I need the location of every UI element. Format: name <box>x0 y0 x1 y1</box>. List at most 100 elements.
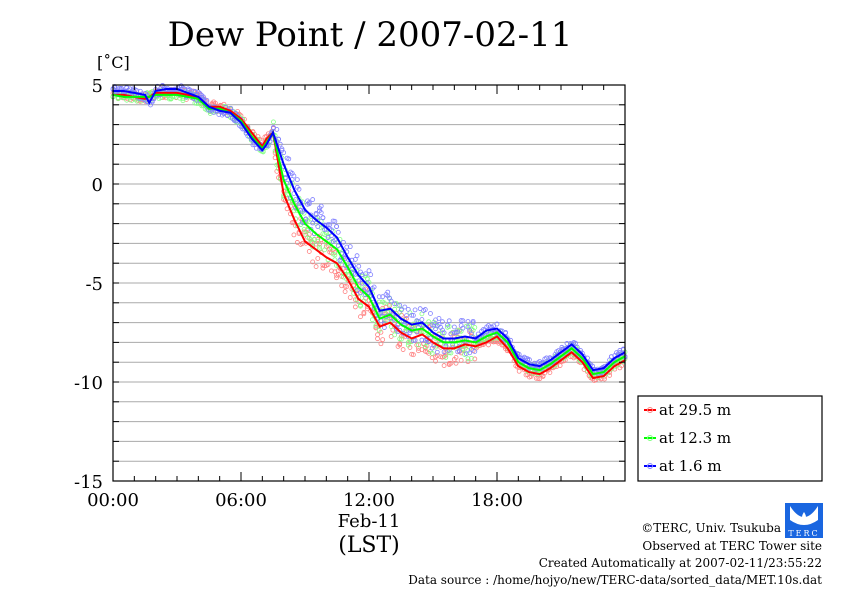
data-point <box>344 244 350 250</box>
data-point <box>274 127 280 132</box>
data-point <box>446 350 452 356</box>
data-point <box>564 341 570 346</box>
data-point <box>439 319 445 325</box>
data-point <box>378 341 384 347</box>
data-point <box>380 337 386 343</box>
data-point <box>124 97 130 103</box>
data-point <box>327 222 333 228</box>
data-point <box>457 348 462 354</box>
data-source-text: Data source : /home/hojyo/new/TERC-data/… <box>408 573 822 587</box>
data-point <box>557 363 563 368</box>
data-point <box>332 237 338 243</box>
data-point <box>277 141 283 147</box>
legend-label: at 29.5 m <box>659 401 731 419</box>
copyright-text: ©TERC, Univ. Tsukuba <box>641 521 781 535</box>
data-point <box>463 351 469 357</box>
data-point <box>180 98 186 104</box>
data-point <box>439 330 445 336</box>
data-point <box>376 327 382 333</box>
series-line <box>113 91 626 380</box>
data-point <box>402 304 408 310</box>
legend-label: at 1.6 m <box>659 457 722 475</box>
data-point <box>303 216 309 222</box>
data-point <box>352 304 358 310</box>
data-point <box>253 145 259 151</box>
data-point <box>399 307 404 313</box>
data-point <box>313 264 319 269</box>
data-point <box>472 325 478 330</box>
data-point <box>465 359 471 365</box>
data-point <box>404 313 409 319</box>
data-point <box>296 186 302 192</box>
data-point <box>315 238 321 244</box>
data-point <box>441 330 447 336</box>
data-point <box>335 229 341 235</box>
data-point <box>201 94 206 100</box>
x-tick-label: 18:00 <box>471 490 523 511</box>
data-point <box>361 310 367 315</box>
data-point <box>468 346 474 352</box>
data-point <box>356 263 362 269</box>
data-point <box>441 363 447 368</box>
series-lines <box>112 87 626 380</box>
data-point <box>537 376 543 382</box>
data-point <box>301 227 307 232</box>
data-point <box>320 215 326 220</box>
data-point <box>516 368 522 374</box>
y-tick-label: 0 <box>92 175 103 196</box>
data-point <box>453 360 459 366</box>
data-point <box>358 302 363 308</box>
y-tick-label: 5 <box>92 76 103 97</box>
data-point <box>311 236 317 242</box>
x-tick-label: 06:00 <box>215 490 267 511</box>
data-point <box>544 355 549 361</box>
data-point <box>434 349 440 355</box>
data-point <box>426 319 432 325</box>
legend-marker <box>647 407 653 413</box>
data-point <box>293 197 299 203</box>
data-point <box>445 322 450 328</box>
data-point <box>310 259 316 265</box>
data-point <box>397 302 403 308</box>
data-point <box>446 318 452 324</box>
data-point <box>472 349 478 354</box>
data-point <box>315 224 321 229</box>
data-point <box>416 342 421 348</box>
data-point <box>359 280 365 286</box>
terc-logo: TERC <box>785 503 823 538</box>
data-point <box>315 215 321 220</box>
y-tick-label: -5 <box>85 274 103 295</box>
legend: at 29.5 m at 12.3 m at 1.6 m <box>637 395 823 482</box>
legend-marker <box>647 435 653 441</box>
data-point <box>306 249 312 254</box>
chart-title: Dew Point / 2007-02-11 <box>168 15 573 55</box>
series-line <box>112 93 626 376</box>
data-point <box>465 319 471 324</box>
data-point <box>468 355 474 361</box>
data-point <box>300 241 305 246</box>
data-point <box>194 101 200 106</box>
data-point <box>334 224 339 229</box>
data-point <box>527 357 532 363</box>
legend-label: at 12.3 m <box>659 429 731 447</box>
data-point <box>344 284 350 290</box>
data-point <box>455 329 461 335</box>
data-point <box>405 342 411 348</box>
data-point <box>352 297 358 303</box>
data-point <box>375 332 380 338</box>
data-point <box>308 226 314 232</box>
data-point <box>451 324 457 330</box>
data-point <box>358 314 363 320</box>
data-point <box>405 306 411 312</box>
data-point <box>612 366 618 372</box>
y-axis-label: [˚C] <box>97 53 130 72</box>
data-point <box>422 344 428 350</box>
data-point <box>310 197 316 202</box>
data-point <box>373 325 379 331</box>
data-point <box>533 375 539 381</box>
data-point <box>436 315 442 321</box>
data-point <box>325 262 331 267</box>
data-point <box>486 342 491 348</box>
data-point <box>352 257 358 262</box>
